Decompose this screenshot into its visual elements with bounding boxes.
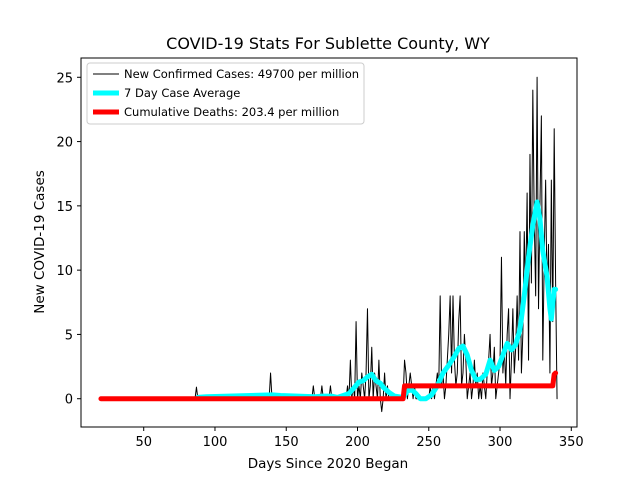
series-line-new-cases bbox=[100, 76, 558, 413]
y-tick-label: 20 bbox=[56, 136, 73, 151]
legend: New Confirmed Cases: 49700 per million 7… bbox=[86, 62, 365, 125]
series-line-cumulative-deaths bbox=[98, 370, 559, 402]
x-axis: 50 100 150 200 250 300 350 bbox=[135, 427, 584, 450]
x-tick-label: 200 bbox=[345, 435, 370, 450]
legend-label-cumulative-deaths: Cumulative Deaths: 203.4 per million bbox=[124, 105, 339, 119]
y-axis: 0 5 10 15 20 25 bbox=[56, 71, 81, 408]
x-axis-label: Days Since 2020 Began bbox=[248, 456, 409, 472]
x-tick-label: 250 bbox=[416, 435, 441, 450]
x-tick-label: 150 bbox=[274, 435, 299, 450]
legend-label-new-cases: New Confirmed Cases: 49700 per million bbox=[124, 67, 359, 81]
y-tick-label: 0 bbox=[65, 393, 73, 408]
y-axis-label: New COVID-19 Cases bbox=[32, 170, 48, 314]
x-tick-label: 100 bbox=[203, 435, 228, 450]
y-tick-label: 5 bbox=[65, 328, 73, 343]
series-line-7day-average bbox=[195, 199, 559, 402]
y-tick-label: 10 bbox=[56, 264, 73, 279]
x-tick-label: 350 bbox=[559, 435, 584, 450]
y-tick-label: 15 bbox=[56, 200, 73, 215]
chart-title: COVID-19 Stats For Sublette County, WY bbox=[166, 34, 490, 53]
x-tick-label: 300 bbox=[488, 435, 513, 450]
legend-box bbox=[86, 62, 365, 125]
y-tick-label: 25 bbox=[56, 71, 73, 86]
x-tick-label: 50 bbox=[135, 435, 152, 450]
legend-label-7day-average: 7 Day Case Average bbox=[124, 86, 240, 100]
plot-frame bbox=[80, 57, 578, 428]
